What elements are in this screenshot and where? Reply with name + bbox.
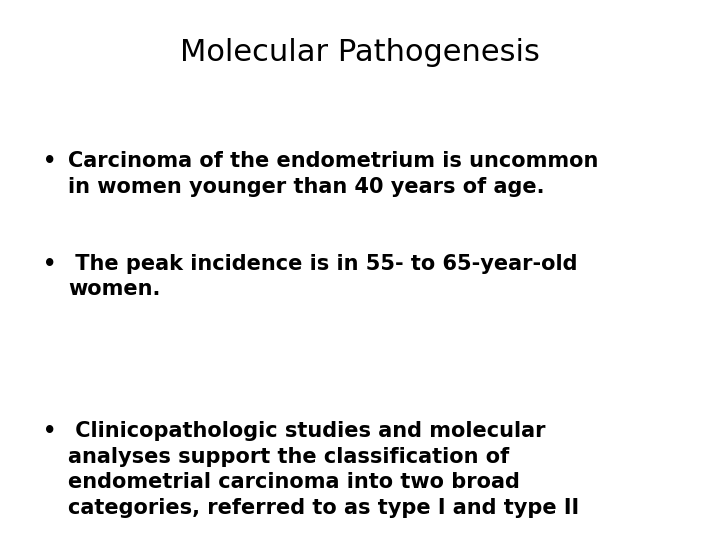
Text: Clinicopathologic studies and molecular
analyses support the classification of
e: Clinicopathologic studies and molecular … xyxy=(68,421,580,518)
Text: The peak incidence is in 55- to 65-year-old
women.: The peak incidence is in 55- to 65-year-… xyxy=(68,254,578,299)
Text: Molecular Pathogenesis: Molecular Pathogenesis xyxy=(180,38,540,67)
Text: •: • xyxy=(43,151,57,171)
Text: •: • xyxy=(43,421,57,441)
Text: Carcinoma of the endometrium is uncommon
in women younger than 40 years of age.: Carcinoma of the endometrium is uncommon… xyxy=(68,151,599,197)
Text: •: • xyxy=(43,254,57,274)
